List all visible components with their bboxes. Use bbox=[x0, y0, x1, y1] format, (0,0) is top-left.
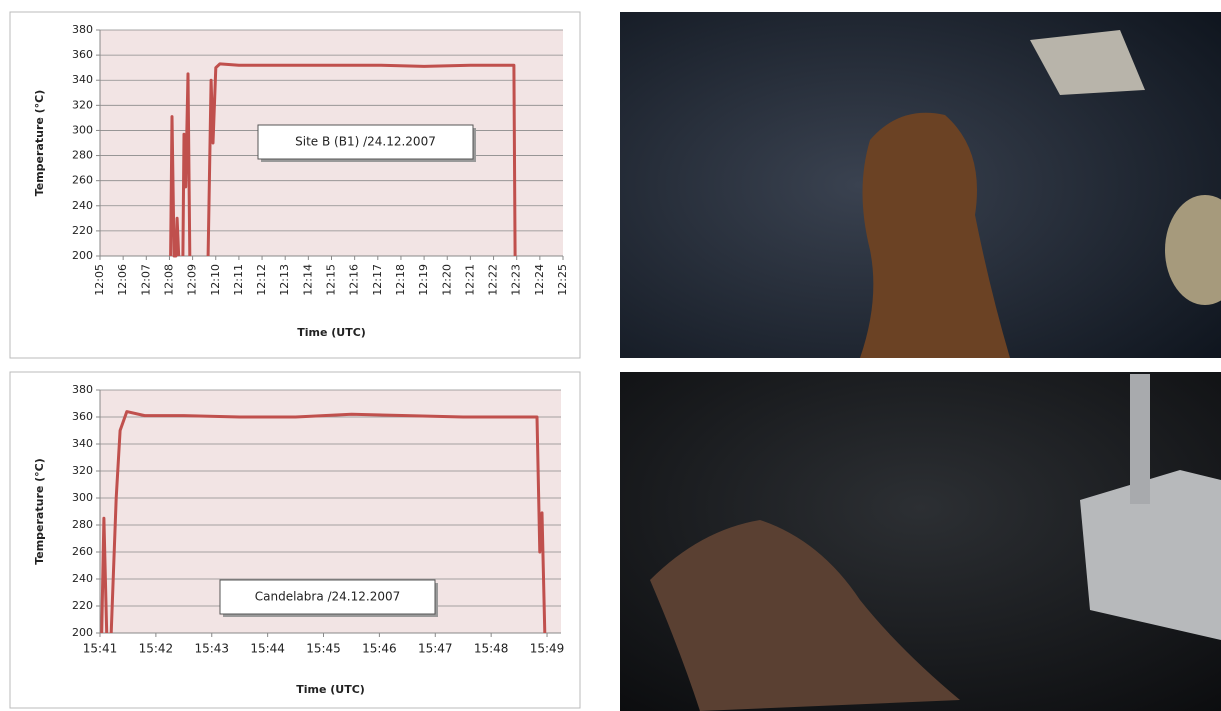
x-tick-label: 12:12 bbox=[255, 264, 268, 296]
y-tick-label: 300 bbox=[72, 123, 93, 136]
x-tick-label: 12:07 bbox=[139, 264, 152, 296]
x-tick-label: 15:45 bbox=[306, 642, 341, 656]
y-tick-label: 240 bbox=[72, 199, 93, 212]
x-tick-label: 12:17 bbox=[371, 264, 384, 296]
x-tick-label: 15:44 bbox=[250, 642, 285, 656]
x-tick-label: 12:19 bbox=[417, 264, 430, 296]
x-axis-title: Time (UTC) bbox=[297, 326, 366, 339]
x-tick-label: 15:43 bbox=[194, 642, 229, 656]
y-tick-label: 260 bbox=[72, 174, 93, 187]
y-tick-label: 240 bbox=[72, 572, 93, 585]
x-tick-label: 15:48 bbox=[474, 642, 509, 656]
annotation: Site B (B1) /24.12.2007 bbox=[295, 135, 436, 149]
x-axis-title: Time (UTC) bbox=[296, 683, 365, 696]
annotation-box bbox=[257, 124, 474, 160]
x-tick-label: 12:06 bbox=[116, 264, 129, 296]
y-axis-title: Temperature (°C) bbox=[33, 458, 46, 565]
y-tick-label: 220 bbox=[72, 599, 93, 612]
y-tick-label: 380 bbox=[72, 383, 93, 396]
y-axis-title: Temperature (°C) bbox=[33, 90, 46, 197]
x-tick-label: 12:14 bbox=[301, 264, 314, 296]
y-tick-label: 200 bbox=[72, 249, 93, 262]
x-tick-label: 12:20 bbox=[440, 264, 453, 296]
x-tick-label: 15:49 bbox=[530, 642, 565, 656]
x-tick-label: 12:08 bbox=[162, 264, 175, 296]
y-tick-label: 360 bbox=[72, 410, 93, 423]
x-tick-label: 12:16 bbox=[348, 264, 361, 296]
x-tick-label: 12:13 bbox=[278, 264, 291, 296]
chart: 200 220 240 260 280 300 320 340 360 380 12:05 12:06… bbox=[9, 11, 581, 359]
x-tick-label: 12:24 bbox=[533, 264, 546, 296]
y-tick-label: 340 bbox=[72, 73, 93, 86]
y-tick-label: 320 bbox=[72, 98, 93, 111]
y-tick-label: 320 bbox=[72, 464, 93, 477]
x-tick-label: 12:21 bbox=[463, 264, 476, 296]
annotation: Candelabra /24.12.2007 bbox=[255, 590, 401, 604]
data-line bbox=[169, 62, 517, 258]
annotation-box bbox=[219, 579, 436, 615]
photo-top bbox=[620, 12, 1221, 359]
x-tick-label: 15:47 bbox=[418, 642, 453, 656]
y-tick-label: 220 bbox=[72, 224, 93, 237]
x-tick-label: 15:46 bbox=[362, 642, 397, 656]
y-tick-label: 360 bbox=[72, 48, 93, 61]
x-tick-label: 12:15 bbox=[325, 264, 338, 296]
x-tick-label: 15:41 bbox=[83, 642, 118, 656]
y-tick-label: 260 bbox=[72, 545, 93, 558]
y-tick-label: 380 bbox=[72, 23, 93, 36]
x-tick-label: 12:25 bbox=[556, 264, 569, 296]
data-line bbox=[100, 410, 547, 634]
y-tick-label: 300 bbox=[72, 491, 93, 504]
x-tick-label: 12:09 bbox=[186, 264, 199, 296]
y-tick-label: 200 bbox=[72, 626, 93, 639]
photo-bottom bbox=[620, 372, 1221, 711]
x-tick-label: 12:10 bbox=[209, 264, 222, 296]
x-tick-label: 12:22 bbox=[487, 264, 500, 296]
y-tick-label: 280 bbox=[72, 149, 93, 162]
chart: 200 220 240 260 280 300 320 340 360 380 15:41 15:42… bbox=[9, 371, 581, 709]
x-tick-label: 12:11 bbox=[232, 264, 245, 296]
y-tick-label: 280 bbox=[72, 518, 93, 531]
y-tick-label: 340 bbox=[72, 437, 93, 450]
x-tick-label: 15:42 bbox=[139, 642, 174, 656]
x-tick-label: 12:23 bbox=[510, 264, 523, 296]
x-tick-label: 12:18 bbox=[394, 264, 407, 296]
x-tick-label: 12:05 bbox=[93, 264, 106, 296]
